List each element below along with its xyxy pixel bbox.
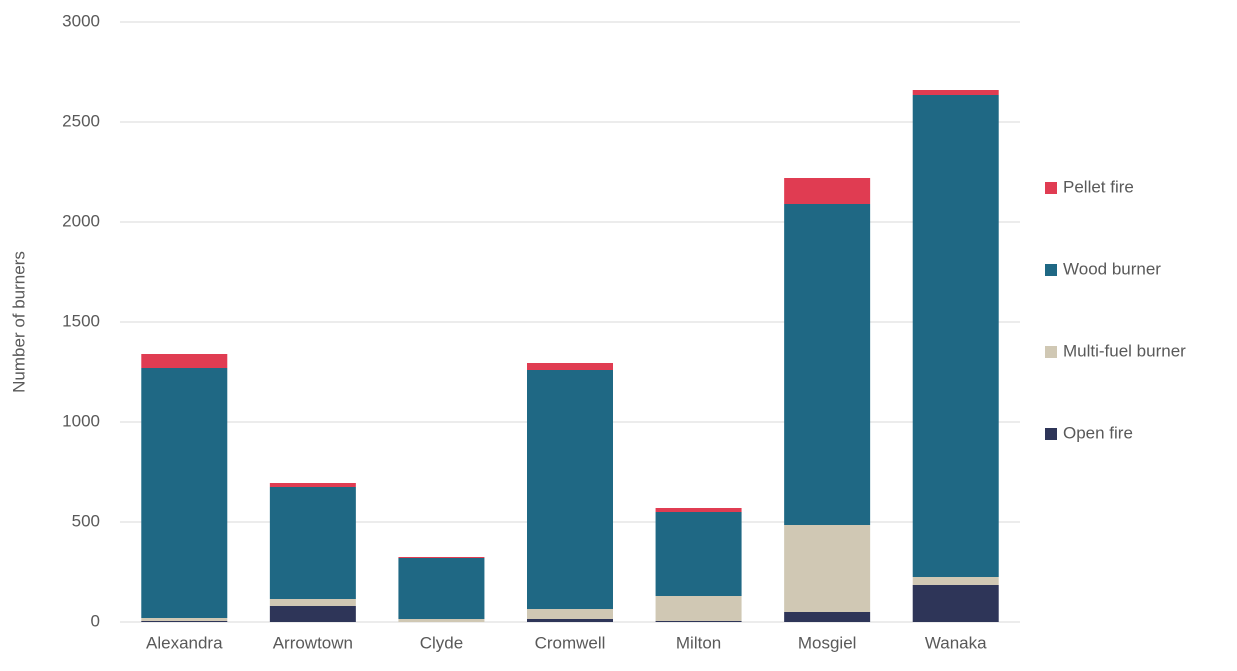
bar-segment bbox=[912, 577, 999, 585]
bar-segment bbox=[398, 558, 485, 619]
bar-segment bbox=[655, 621, 742, 622]
y-tick-label: 2000 bbox=[62, 211, 100, 230]
y-axis-title: Number of burners bbox=[9, 251, 28, 393]
bar-segment bbox=[784, 178, 871, 204]
bar-segment bbox=[655, 508, 742, 512]
bar-segment bbox=[269, 483, 356, 487]
y-tick-label: 0 bbox=[91, 611, 100, 630]
x-tick-label: Clyde bbox=[420, 633, 463, 652]
bar-segment bbox=[269, 606, 356, 622]
bar-segment bbox=[912, 585, 999, 622]
bar-segment bbox=[655, 512, 742, 596]
bar-segment bbox=[784, 612, 871, 622]
bar-segment bbox=[784, 525, 871, 612]
legend-label: Pellet fire bbox=[1063, 177, 1134, 196]
bar-segment bbox=[527, 619, 613, 622]
x-tick-label: Alexandra bbox=[146, 633, 223, 652]
bar-segment bbox=[527, 363, 613, 370]
y-tick-label: 3000 bbox=[62, 11, 100, 30]
x-tick-label: Arrowtown bbox=[273, 633, 353, 652]
bar-segment bbox=[527, 609, 613, 619]
bar-segment bbox=[655, 596, 742, 621]
y-tick-label: 500 bbox=[72, 511, 100, 530]
legend-label: Open fire bbox=[1063, 423, 1133, 442]
bar-segment bbox=[269, 599, 356, 606]
y-tick-label: 1500 bbox=[62, 311, 100, 330]
legend-swatch bbox=[1045, 346, 1057, 358]
legend-swatch bbox=[1045, 264, 1057, 276]
y-tick-label: 2500 bbox=[62, 111, 100, 130]
x-tick-label: Wanaka bbox=[925, 633, 987, 652]
legend-swatch bbox=[1045, 428, 1057, 440]
bar-segment bbox=[912, 90, 999, 95]
y-tick-label: 1000 bbox=[62, 411, 100, 430]
bar-segment bbox=[527, 370, 613, 609]
bar-segment bbox=[912, 95, 999, 577]
x-tick-label: Milton bbox=[676, 633, 721, 652]
x-tick-label: Cromwell bbox=[535, 633, 606, 652]
bar-segment bbox=[398, 619, 485, 622]
bar-segment bbox=[784, 204, 871, 525]
bar-segment bbox=[141, 618, 228, 621]
bar-segment bbox=[269, 487, 356, 599]
legend-label: Multi-fuel burner bbox=[1063, 341, 1186, 360]
bar-segment bbox=[141, 354, 228, 368]
bar-segment bbox=[141, 368, 228, 618]
legend-swatch bbox=[1045, 182, 1057, 194]
legend-label: Wood burner bbox=[1063, 259, 1161, 278]
bar-segment bbox=[141, 621, 228, 622]
x-tick-label: Mosgiel bbox=[798, 633, 857, 652]
bar-segment bbox=[398, 557, 485, 558]
